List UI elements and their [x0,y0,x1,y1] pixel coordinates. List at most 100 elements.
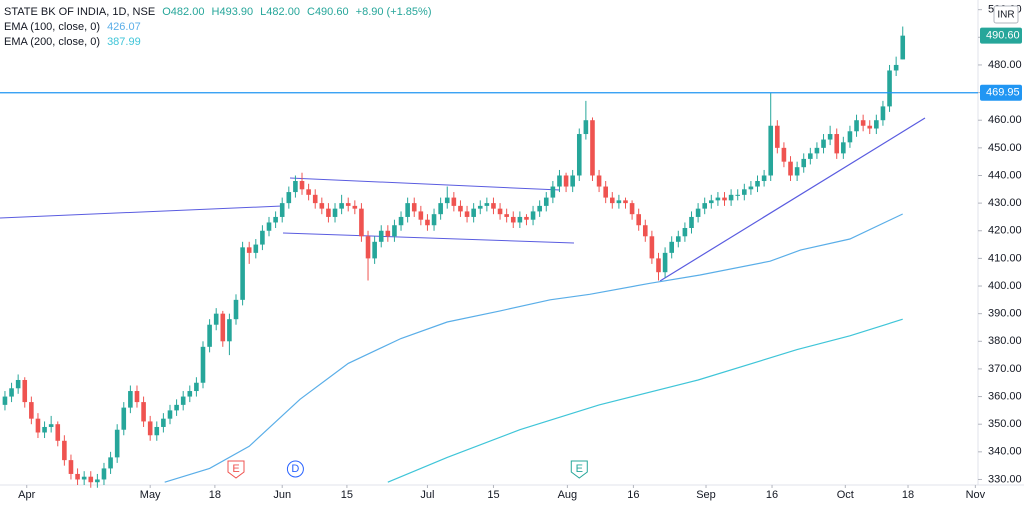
candle-body [808,153,813,159]
ohlc-change: +8.90 (+1.85%) [355,6,432,18]
candle-body [293,181,298,193]
candle-body [418,211,424,220]
candle-body [893,64,899,71]
ema-row: EMA (100, close, 0) 426.07 [4,20,436,35]
candle-body [319,203,325,209]
candle-body [491,203,496,209]
candle-body [557,175,562,187]
candle-body [260,230,265,245]
candle-body [339,203,344,209]
candle-body [378,230,384,242]
candle-body [477,205,483,209]
candle-body [682,227,688,237]
candle-body [695,208,701,217]
candle-body [775,125,780,148]
y-tick-label: 380.00 [988,335,1022,347]
candle-body [550,186,556,198]
candle-body [15,379,21,389]
candle-body [689,216,694,228]
legend-entry: EMA (100, close, 0) [4,21,100,33]
y-tick-label: 430.00 [988,197,1022,209]
x-tick-label: Oct [837,489,854,501]
candle-body [847,131,853,143]
legend-value: 426.07 [107,21,141,33]
ohlc-low: L482.00 [260,6,300,18]
candle-body [801,158,807,168]
candle-body [48,424,54,427]
candle-body [669,241,674,253]
y-tick-label: 450.00 [988,142,1022,154]
candle-body [55,424,61,441]
candle-body [372,241,377,259]
candle-body [563,175,569,187]
candle-body [596,175,602,187]
candle-body [497,208,503,215]
candle-body [299,181,305,190]
candle-body [174,404,179,411]
candle-body [306,189,311,195]
x-tick-label: 15 [341,489,353,501]
candle-body [517,216,523,223]
candle-body [642,225,648,237]
candle-body [108,457,113,469]
x-tick-label: 18 [902,489,914,501]
candle-body [768,125,774,176]
candle-body [62,440,67,461]
ohlc-open: O482.00 [162,6,205,18]
x-tick-label: Sep [696,489,716,501]
candle-body [603,186,608,198]
candle-body [279,203,285,217]
candle-body [867,125,873,129]
candle-body [854,120,859,132]
candle-body [286,192,292,204]
candle-body [484,203,490,206]
candle-body [880,106,886,121]
x-tick-label: 16 [766,489,778,501]
candle-body [220,313,226,342]
x-tick-label: 16 [627,489,639,501]
event-label: E [232,463,239,475]
candle-body [29,402,34,419]
candle-body [748,186,754,190]
y-tick-label: 400.00 [988,280,1022,292]
candle-body [841,142,846,154]
candle-body [147,421,153,436]
ema-row: EMA (200, close, 0) 387.99 [4,35,436,50]
legend: STATE BK OF INDIA, 1D, NSE O482.00 H493.… [4,5,436,50]
candle-body [75,473,80,480]
candle-body [312,194,318,204]
candle-body [471,208,476,217]
candle-body [154,426,160,436]
candle-body [728,194,734,201]
candle-body [656,258,661,273]
candle-body [227,319,232,342]
y-tick-label: 420.00 [988,225,1022,237]
candle-body [451,197,457,206]
candle-body [345,203,351,206]
candle-body [649,236,655,259]
y-tick-label: 460.00 [988,114,1022,126]
candle-body [709,200,714,204]
legend-value: 387.99 [107,36,141,48]
candle-body [121,407,127,430]
candle-body [352,205,358,209]
price-label-box [980,27,1022,44]
candle-body [365,236,371,259]
candle-body [213,313,219,325]
candle-body [273,216,278,223]
price-label: 469.95 [986,87,1020,99]
candle-body [458,205,463,212]
legend-entry: EMA (200, close, 0) [4,36,100,48]
currency-label: INR [997,10,1014,21]
y-tick-label: 370.00 [988,363,1022,375]
candle-body [761,175,767,182]
candle-body [636,214,641,226]
candle-body [2,396,8,405]
x-tick-label: 15 [487,489,499,501]
y-tick-label: 480.00 [988,59,1022,71]
candle-body [200,346,206,383]
x-tick-label: 18 [209,489,221,501]
candle-body [88,476,94,483]
candle-body [583,120,589,135]
candle-body [755,181,760,187]
